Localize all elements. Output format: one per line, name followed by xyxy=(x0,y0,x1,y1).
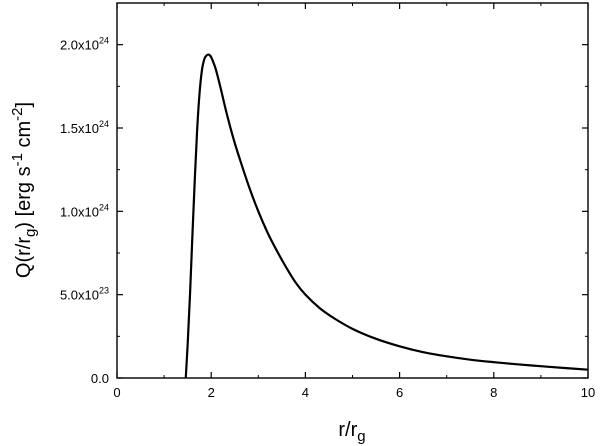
y-axis-title: Q(r/rg) [erg s-1 cm-2] xyxy=(9,102,39,278)
y-tick-mantissa: 1.5x10 xyxy=(60,121,99,136)
y-axis-title-sub1: g xyxy=(22,229,39,237)
x-tick-label: 2 xyxy=(208,385,215,400)
y-tick-exponent: 23 xyxy=(99,286,109,296)
series-line xyxy=(184,53,589,379)
y-axis-title-bracket: ) [erg s xyxy=(13,166,35,228)
y-axis-title-sup2: -2 xyxy=(9,107,26,120)
x-axis-title-sub: g xyxy=(357,428,365,445)
y-axis-title-sup1: -1 xyxy=(9,153,26,166)
y-tick-label: 2.0x1024 xyxy=(60,36,109,53)
x-tick-label: 6 xyxy=(396,385,403,400)
y-axis-title-mid: cm xyxy=(13,121,35,153)
y-tick-mantissa: 2.0x10 xyxy=(60,38,99,53)
x-tick-label: 8 xyxy=(490,385,497,400)
x-axis-ticks: 0 2 4 6 8 10 xyxy=(113,3,595,400)
y-tick-mantissa: 0.0 xyxy=(91,371,109,386)
y-tick-mantissa: 5.0x10 xyxy=(60,288,99,303)
y-axis-title-end: ] xyxy=(13,102,35,108)
x-tick-label: 4 xyxy=(302,385,309,400)
y-tick-mantissa: 1.0x10 xyxy=(60,204,99,219)
x-axis-title: r/rg xyxy=(338,419,365,445)
y-tick-exponent: 24 xyxy=(99,36,109,46)
x-tick-label: 10 xyxy=(581,385,595,400)
y-tick-label: 1.5x1024 xyxy=(60,119,109,136)
y-tick-exponent: 24 xyxy=(99,119,109,129)
y-tick-exponent: 24 xyxy=(99,202,109,212)
x-axis-title-base: r/r xyxy=(338,419,357,441)
y-axis-title-q: Q(r/r xyxy=(13,237,35,278)
y-tick-label: 0.0 xyxy=(91,371,109,386)
y-tick-label: 1.0x1024 xyxy=(60,202,109,219)
x-tick-label: 0 xyxy=(113,385,120,400)
y-tick-label: 5.0x1023 xyxy=(60,286,109,303)
